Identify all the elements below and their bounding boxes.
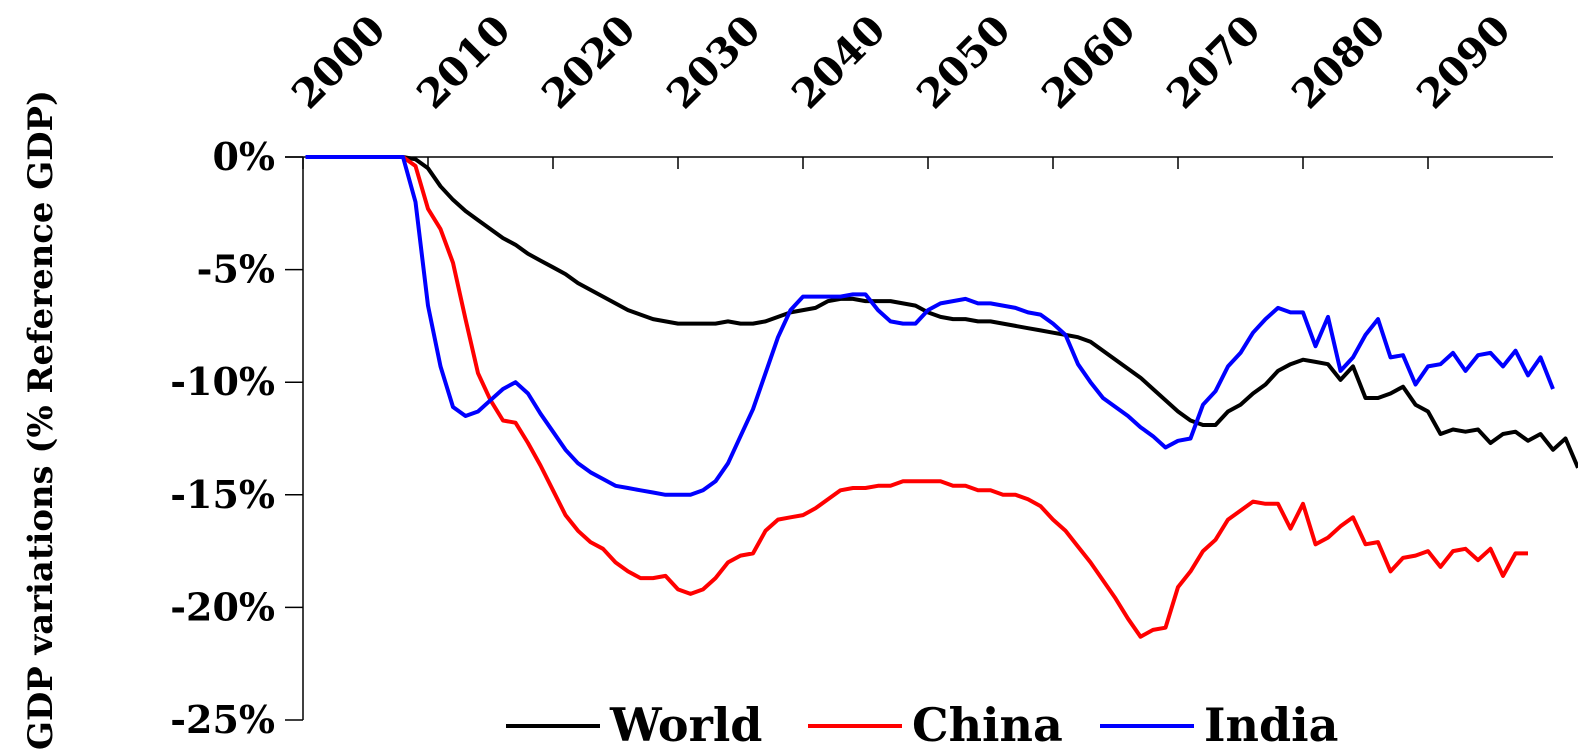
series-line-china (305, 155, 1528, 639)
series-line-india (305, 155, 1555, 497)
legend-label-china: China (912, 698, 1063, 752)
x-tick-label: 2090 (1408, 6, 1520, 118)
x-tick-label: 2010 (408, 6, 520, 118)
y-tick-label: 0% (212, 134, 275, 179)
y-ticks: 0% -5% -10% -15% -20% -25% (170, 134, 303, 742)
y-tick-label: -15% (170, 472, 275, 517)
y-tick-label: -5% (197, 247, 275, 292)
y-axis-title: GDP variations (% Reference GDP) (21, 90, 61, 750)
y-tick-label: -10% (170, 359, 275, 404)
y-tick-label: -25% (170, 697, 275, 742)
y-tick-label: -20% (170, 584, 275, 629)
x-tick-label: 2040 (783, 6, 895, 118)
x-ticks: 2000 2010 2020 2030 2040 2050 2060 2070 2080 2090 (283, 6, 1520, 169)
x-tick-label: 2080 (1283, 6, 1395, 118)
x-tick-label: 2030 (658, 6, 770, 118)
series-layer (305, 155, 1578, 639)
legend: World China India (506, 698, 1338, 752)
legend-label-world: World (609, 698, 762, 752)
legend-label-india: India (1204, 698, 1338, 752)
series-line-world (305, 155, 1578, 469)
x-tick-label: 2060 (1033, 6, 1145, 118)
x-tick-label: 2070 (1158, 6, 1270, 118)
x-tick-label: 2050 (908, 6, 1020, 118)
x-tick-label: 2000 (283, 6, 395, 118)
x-tick-label: 2020 (533, 6, 645, 118)
